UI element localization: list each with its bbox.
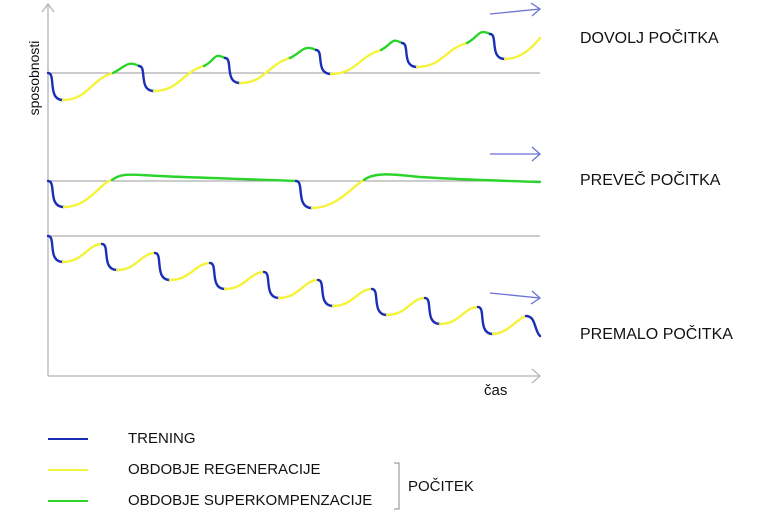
scenario-label-enough: DOVOLJ POČITKA [580, 30, 719, 47]
trend-arrow-enough [489, 2, 542, 17]
training-segment [46, 234, 65, 264]
training-segment [370, 287, 389, 317]
curves [46, 30, 542, 338]
regeneration-segment [310, 178, 366, 210]
regeneration-segment [329, 48, 383, 76]
supercompensation-segment [379, 39, 404, 52]
y-axis-label: sposobnosti [26, 40, 42, 116]
training-segment [100, 242, 119, 272]
supercompensation-segment [111, 62, 141, 75]
supercompensation-segment [288, 46, 318, 60]
training-segment [314, 48, 333, 76]
training-segment [294, 179, 314, 210]
training-segment [137, 64, 156, 93]
regeneration-segment [61, 242, 104, 264]
x-axis-label: čas [484, 382, 508, 399]
training-segment [476, 305, 495, 336]
legend-swatch-training [48, 438, 88, 440]
training-segment [488, 32, 507, 61]
training-segment [208, 261, 227, 291]
regeneration-segment [438, 305, 480, 326]
scenario-label-too-little: PREMALO POČITKA [580, 326, 733, 343]
baselines [48, 72, 540, 237]
y-axis-arrowhead [41, 2, 55, 13]
trend-arrows [489, 2, 542, 305]
regeneration-segment [503, 36, 542, 61]
legend-label-regeneration: OBDOBJE REGENERACIJE [128, 461, 321, 478]
scenario-label-too-much: PREVEČ POČITKA [580, 172, 721, 189]
supercompensation-segment [362, 173, 542, 184]
legend-label-training: TRENING [128, 430, 196, 447]
regeneration-segment [115, 251, 157, 272]
regeneration-segment [62, 178, 114, 209]
regeneration-segment [61, 71, 115, 102]
regeneration-segment [491, 314, 528, 336]
training-segment [223, 56, 242, 85]
regeneration-segment [168, 261, 212, 282]
rest-bracket [394, 462, 400, 510]
training-segment [316, 278, 335, 308]
regeneration-segment [152, 64, 206, 93]
regeneration-segment [385, 296, 427, 317]
regeneration-segment [223, 270, 266, 291]
training-segment [262, 270, 281, 300]
legend-swatch-regeneration [48, 469, 88, 471]
axes [41, 2, 541, 384]
training-segment [46, 179, 66, 209]
supercompensation-segment [202, 54, 227, 68]
regeneration-segment [277, 278, 320, 300]
training-segment [423, 296, 442, 326]
legend-swatch-supercompensation [48, 500, 88, 502]
trend-arrow-too-much [490, 146, 541, 162]
regeneration-segment [415, 41, 469, 69]
supercompensation-segment [110, 173, 298, 183]
training-segment [400, 41, 419, 69]
trend-arrow-too-little [489, 290, 542, 305]
legend-label-rest: POČITEK [408, 478, 474, 495]
x-axis-arrowhead [531, 368, 541, 384]
supercompensation-segment [465, 30, 492, 45]
legend-label-supercompensation: OBDOBJE SUPERKOMPENZACIJE [128, 492, 373, 509]
training-segment [524, 314, 542, 338]
regeneration-segment [331, 287, 374, 308]
regeneration-segment [238, 56, 292, 85]
training-segment [46, 71, 65, 102]
training-segment [153, 251, 172, 282]
